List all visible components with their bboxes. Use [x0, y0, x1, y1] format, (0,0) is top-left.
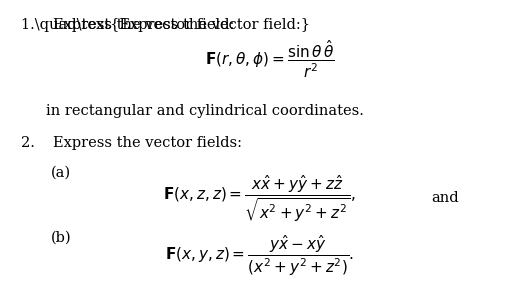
Text: $\mathbf{F}(x, z, z) = \dfrac{x\hat{x} + y\hat{y} + z\hat{z}}{\sqrt{x^2 + y^2 + : $\mathbf{F}(x, z, z) = \dfrac{x\hat{x} +… — [163, 173, 356, 224]
Text: 1.\quad\text{Express the vector field:}: 1.\quad\text{Express the vector field:} — [21, 18, 310, 32]
Text: and: and — [431, 191, 459, 205]
Text: (a): (a) — [51, 166, 71, 180]
Text: $\mathbf{F}(x, y, z) = \dfrac{y\hat{x} - x\hat{y}}{(x^2 + y^2 + z^2)}.$: $\mathbf{F}(x, y, z) = \dfrac{y\hat{x} -… — [165, 234, 354, 278]
Text: $\mathbf{F}(r,\theta,\phi) = \dfrac{\sin\theta\,\hat{\theta}}{r^2}$: $\mathbf{F}(r,\theta,\phi) = \dfrac{\sin… — [204, 39, 334, 80]
Text: in rectangular and cylindrical coordinates.: in rectangular and cylindrical coordinat… — [46, 104, 364, 118]
Text: (b): (b) — [51, 231, 72, 245]
Text: 2.: 2. — [21, 137, 35, 150]
Text: Express the vector fields:: Express the vector fields: — [53, 137, 242, 150]
Text: Express the vector field:: Express the vector field: — [53, 18, 234, 32]
